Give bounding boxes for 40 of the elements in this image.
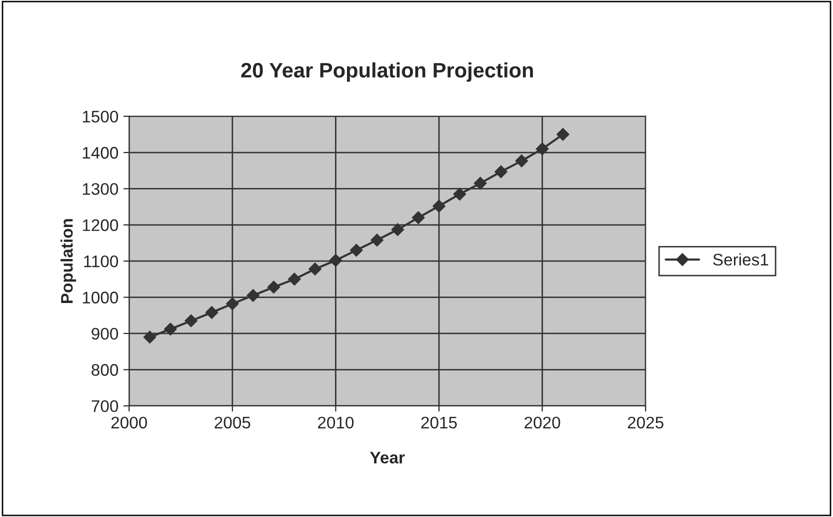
point xyxy=(246,289,260,302)
point xyxy=(494,165,508,178)
y-tick-label: 1400 xyxy=(82,146,118,159)
point xyxy=(370,234,384,247)
y-axis-title: Population xyxy=(60,219,76,304)
point xyxy=(308,262,322,276)
y-tick-label: 1000 xyxy=(82,292,118,304)
y-tick-label: 900 xyxy=(92,328,118,340)
x-tick-label: 2015 xyxy=(421,416,457,429)
y-tick-label: 1300 xyxy=(82,183,118,195)
point xyxy=(474,176,487,190)
point xyxy=(288,272,301,286)
y-tick-label: 1200 xyxy=(82,219,118,232)
point xyxy=(205,306,218,319)
point xyxy=(412,211,425,224)
point xyxy=(329,254,342,267)
point xyxy=(556,128,570,141)
y-tick-label: 800 xyxy=(92,364,118,376)
point xyxy=(536,142,549,156)
point xyxy=(391,223,404,236)
point xyxy=(164,322,177,336)
point xyxy=(350,244,363,257)
x-tick-label: 2025 xyxy=(628,416,664,429)
x-axis-title: Year xyxy=(370,452,405,464)
point xyxy=(226,297,239,310)
x-tick-label: 2005 xyxy=(214,416,250,429)
y-tick-label: 1100 xyxy=(84,255,118,268)
x-tick-label: 2000 xyxy=(111,416,148,429)
point xyxy=(267,280,280,294)
point xyxy=(143,330,156,344)
x-tick-label: 2020 xyxy=(524,416,560,429)
y-tick-label: 1500 xyxy=(82,110,118,123)
point xyxy=(432,200,446,212)
legend-label: Series1 xyxy=(713,253,768,266)
x-tick-label: 2010 xyxy=(318,416,354,429)
y-tick-label: 700 xyxy=(92,400,118,412)
point xyxy=(515,154,528,168)
point xyxy=(184,314,198,328)
point xyxy=(453,188,466,201)
chart-title: 20 Year Population Projection xyxy=(241,62,533,82)
